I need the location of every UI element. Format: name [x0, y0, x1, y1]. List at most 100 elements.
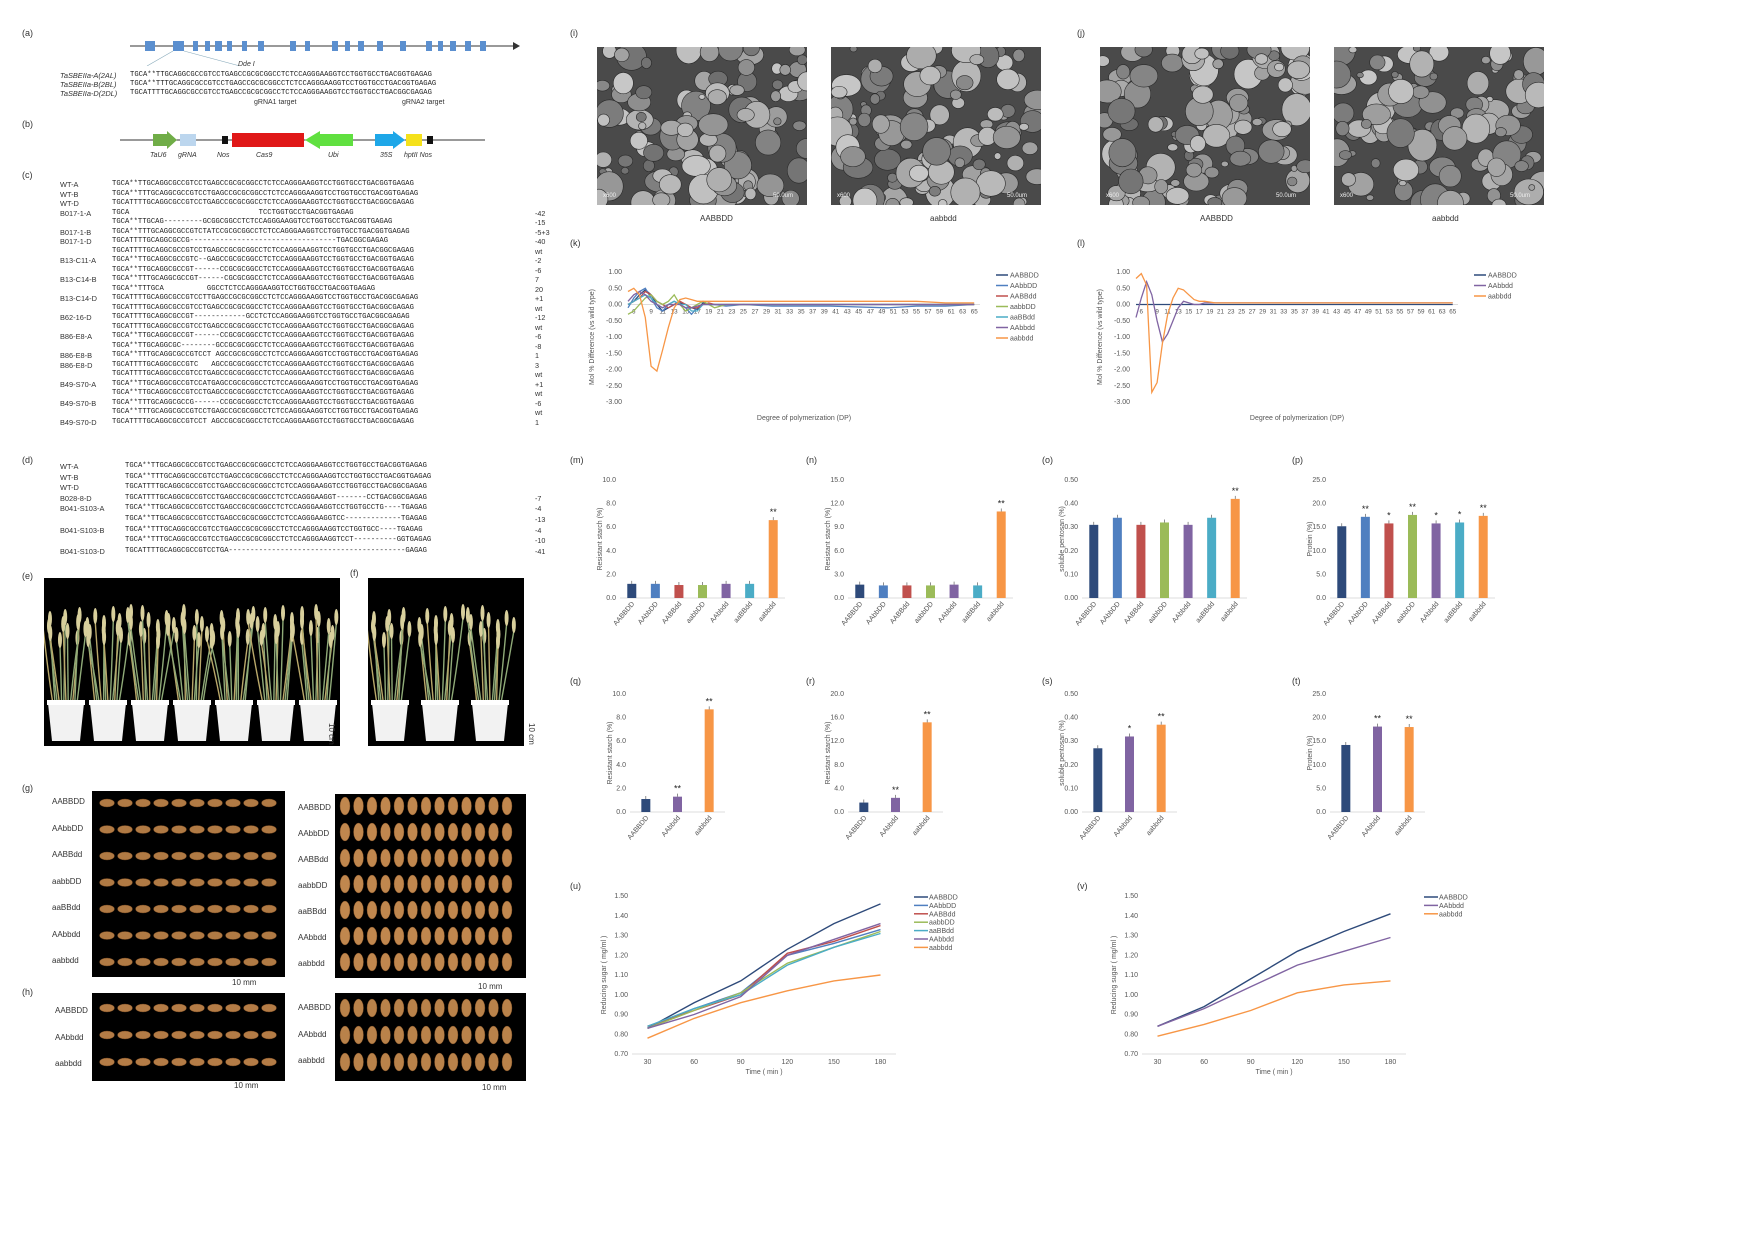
alignment-row-indel: 20	[535, 284, 543, 294]
seed-grain	[447, 952, 459, 972]
starch-granule	[954, 157, 965, 168]
significance-mark: **	[892, 785, 900, 795]
seed-grain	[501, 1025, 513, 1045]
seed-genotype-label: AAbbDD	[52, 823, 84, 833]
seed-grain	[135, 851, 151, 861]
bar	[902, 585, 912, 598]
starch-granule	[1494, 127, 1507, 137]
alignment-row-indel: -2	[535, 256, 542, 265]
x-tick-label: 55	[1396, 309, 1404, 316]
alignment-row-name: B62-16-D	[60, 313, 92, 322]
seed-grain	[207, 1003, 223, 1013]
plants-f-svg	[364, 604, 516, 741]
starch-granule	[1388, 78, 1414, 104]
bar	[673, 796, 682, 812]
seed-grain	[461, 848, 472, 868]
starch-granule	[742, 47, 760, 57]
alignment-row-sequence: TGCATTTTGCAGGCGCCGTCCTGA----------------…	[125, 546, 427, 555]
legend-entry: AABBdd	[929, 911, 956, 918]
35s-promoter-arrow	[375, 131, 405, 149]
alignment-row-name: B041-S103-B	[60, 525, 105, 535]
y-tick-label: 0.50	[1116, 285, 1130, 292]
starch-granule	[1129, 64, 1159, 88]
y-tick-label: 1.50	[1124, 893, 1138, 900]
starch-granule	[857, 112, 871, 127]
x-tick-label: 19	[1206, 309, 1214, 316]
x-tick-label: AABBDD	[612, 601, 636, 628]
alignment-row-sequence: TGCATTTTGCAGGCGCCGTCCTGAGCCGCGCGGCCTCTCC…	[112, 322, 414, 331]
alignment-row-name: WT-D	[60, 199, 79, 208]
starch-granule	[1167, 143, 1179, 152]
x-tick-label: aabbdd	[985, 601, 1005, 623]
alignment-row-sequence: TGCA**TTTGCAGGCGCCGTCTATCCGCGCGGCCTCTCCA…	[112, 227, 410, 236]
panel-label-e: (e)	[22, 571, 33, 581]
seed-photo-g-left	[92, 791, 285, 977]
bar	[1360, 516, 1370, 598]
alignment-row-indel: -13	[535, 515, 546, 524]
seed-grain	[366, 822, 378, 842]
starch-granule	[1192, 85, 1214, 104]
potted-plant	[417, 604, 466, 741]
seed-grain	[207, 1030, 223, 1040]
x-tick-label: 33	[786, 309, 794, 316]
starch-granule	[729, 84, 745, 96]
starch-granule	[1524, 81, 1544, 109]
starch-granule	[1428, 47, 1450, 62]
alignment-row-indel: 7	[535, 275, 539, 284]
alignment-row-name: B86-E8-B	[60, 351, 93, 360]
x-tick-label: AAbbDD	[1099, 601, 1122, 626]
significance-mark: *	[1128, 723, 1132, 733]
legend-entry: AAbbDD	[1010, 283, 1037, 290]
alignment-row-indel: +1	[535, 294, 544, 303]
seed-photo-h-right	[335, 993, 526, 1081]
x-tick-label: 45	[1344, 309, 1352, 316]
alignment-row-indel: -12	[535, 313, 546, 322]
seed-genotype-label: aaBBdd	[298, 907, 327, 916]
starch-granule	[1286, 60, 1310, 79]
seed-genotype-label: aabbdd	[298, 959, 325, 968]
y-tick-label: 1.00	[1124, 992, 1138, 999]
potted-plant	[364, 604, 412, 741]
significance-mark: **	[674, 784, 682, 794]
y-tick-label: 1.00	[1116, 269, 1130, 276]
seed-grain	[153, 957, 169, 967]
x-tick-label: 31	[1270, 309, 1278, 316]
seed-grain	[261, 851, 277, 861]
starch-granule	[1281, 93, 1310, 127]
starch-granule	[1185, 162, 1203, 178]
seeds-gr-svg	[339, 796, 513, 972]
seed-grain	[117, 798, 133, 808]
starch-granule	[635, 85, 653, 100]
x-tick-label: 13	[1175, 309, 1183, 316]
y-tick-label: 0.50	[1064, 477, 1078, 484]
x-tick-label: 25	[1238, 309, 1246, 316]
x-tick-label: 43	[1333, 309, 1341, 316]
seed-grain	[171, 931, 187, 940]
seed-grain	[225, 825, 241, 834]
construct-label-tau6: TaU6	[150, 152, 167, 159]
bar	[973, 585, 983, 598]
seed-grain	[243, 957, 259, 967]
series-line	[647, 903, 881, 1029]
starch-granule	[1369, 54, 1386, 71]
alignment-row-sequence: TGCA**TTGCAGGCGCCGT------CCGCGCGGCCTCTCC…	[112, 332, 414, 340]
seed-grain	[339, 848, 351, 868]
starch-granule	[900, 139, 913, 150]
seed-grain	[99, 904, 115, 914]
seed-grain	[420, 874, 432, 894]
panel-label-q: (q)	[570, 676, 581, 686]
alignment-row-sequence: TGCA**TTGCAGGCGCCGTCCTGAGCCGCGCGGCCTCTCC…	[112, 389, 414, 397]
alignment-row-sequence: TGCA**TTTGCAGGCGCCGTCCTGAGCCGCGCGGCCTCTC…	[125, 472, 432, 481]
seed-grain	[171, 798, 187, 808]
series-line	[1157, 936, 1391, 1027]
y-tick-label: -3.00	[606, 399, 622, 406]
starch-granule	[1391, 71, 1399, 78]
series-line	[627, 290, 975, 309]
starch-granule	[922, 137, 951, 166]
seed-grain	[353, 848, 364, 868]
y-tick-label: 0.70	[614, 1051, 628, 1058]
alignment-row-sequence: TGCA**TTTGCAGGCGCCGT------CGCGCGGCCTCTCC…	[112, 275, 414, 283]
y-axis-label: Mol % Difference (vs wild type)	[589, 289, 596, 385]
seed-grain	[474, 1025, 486, 1045]
legend-entry: aabbDD	[929, 920, 955, 927]
